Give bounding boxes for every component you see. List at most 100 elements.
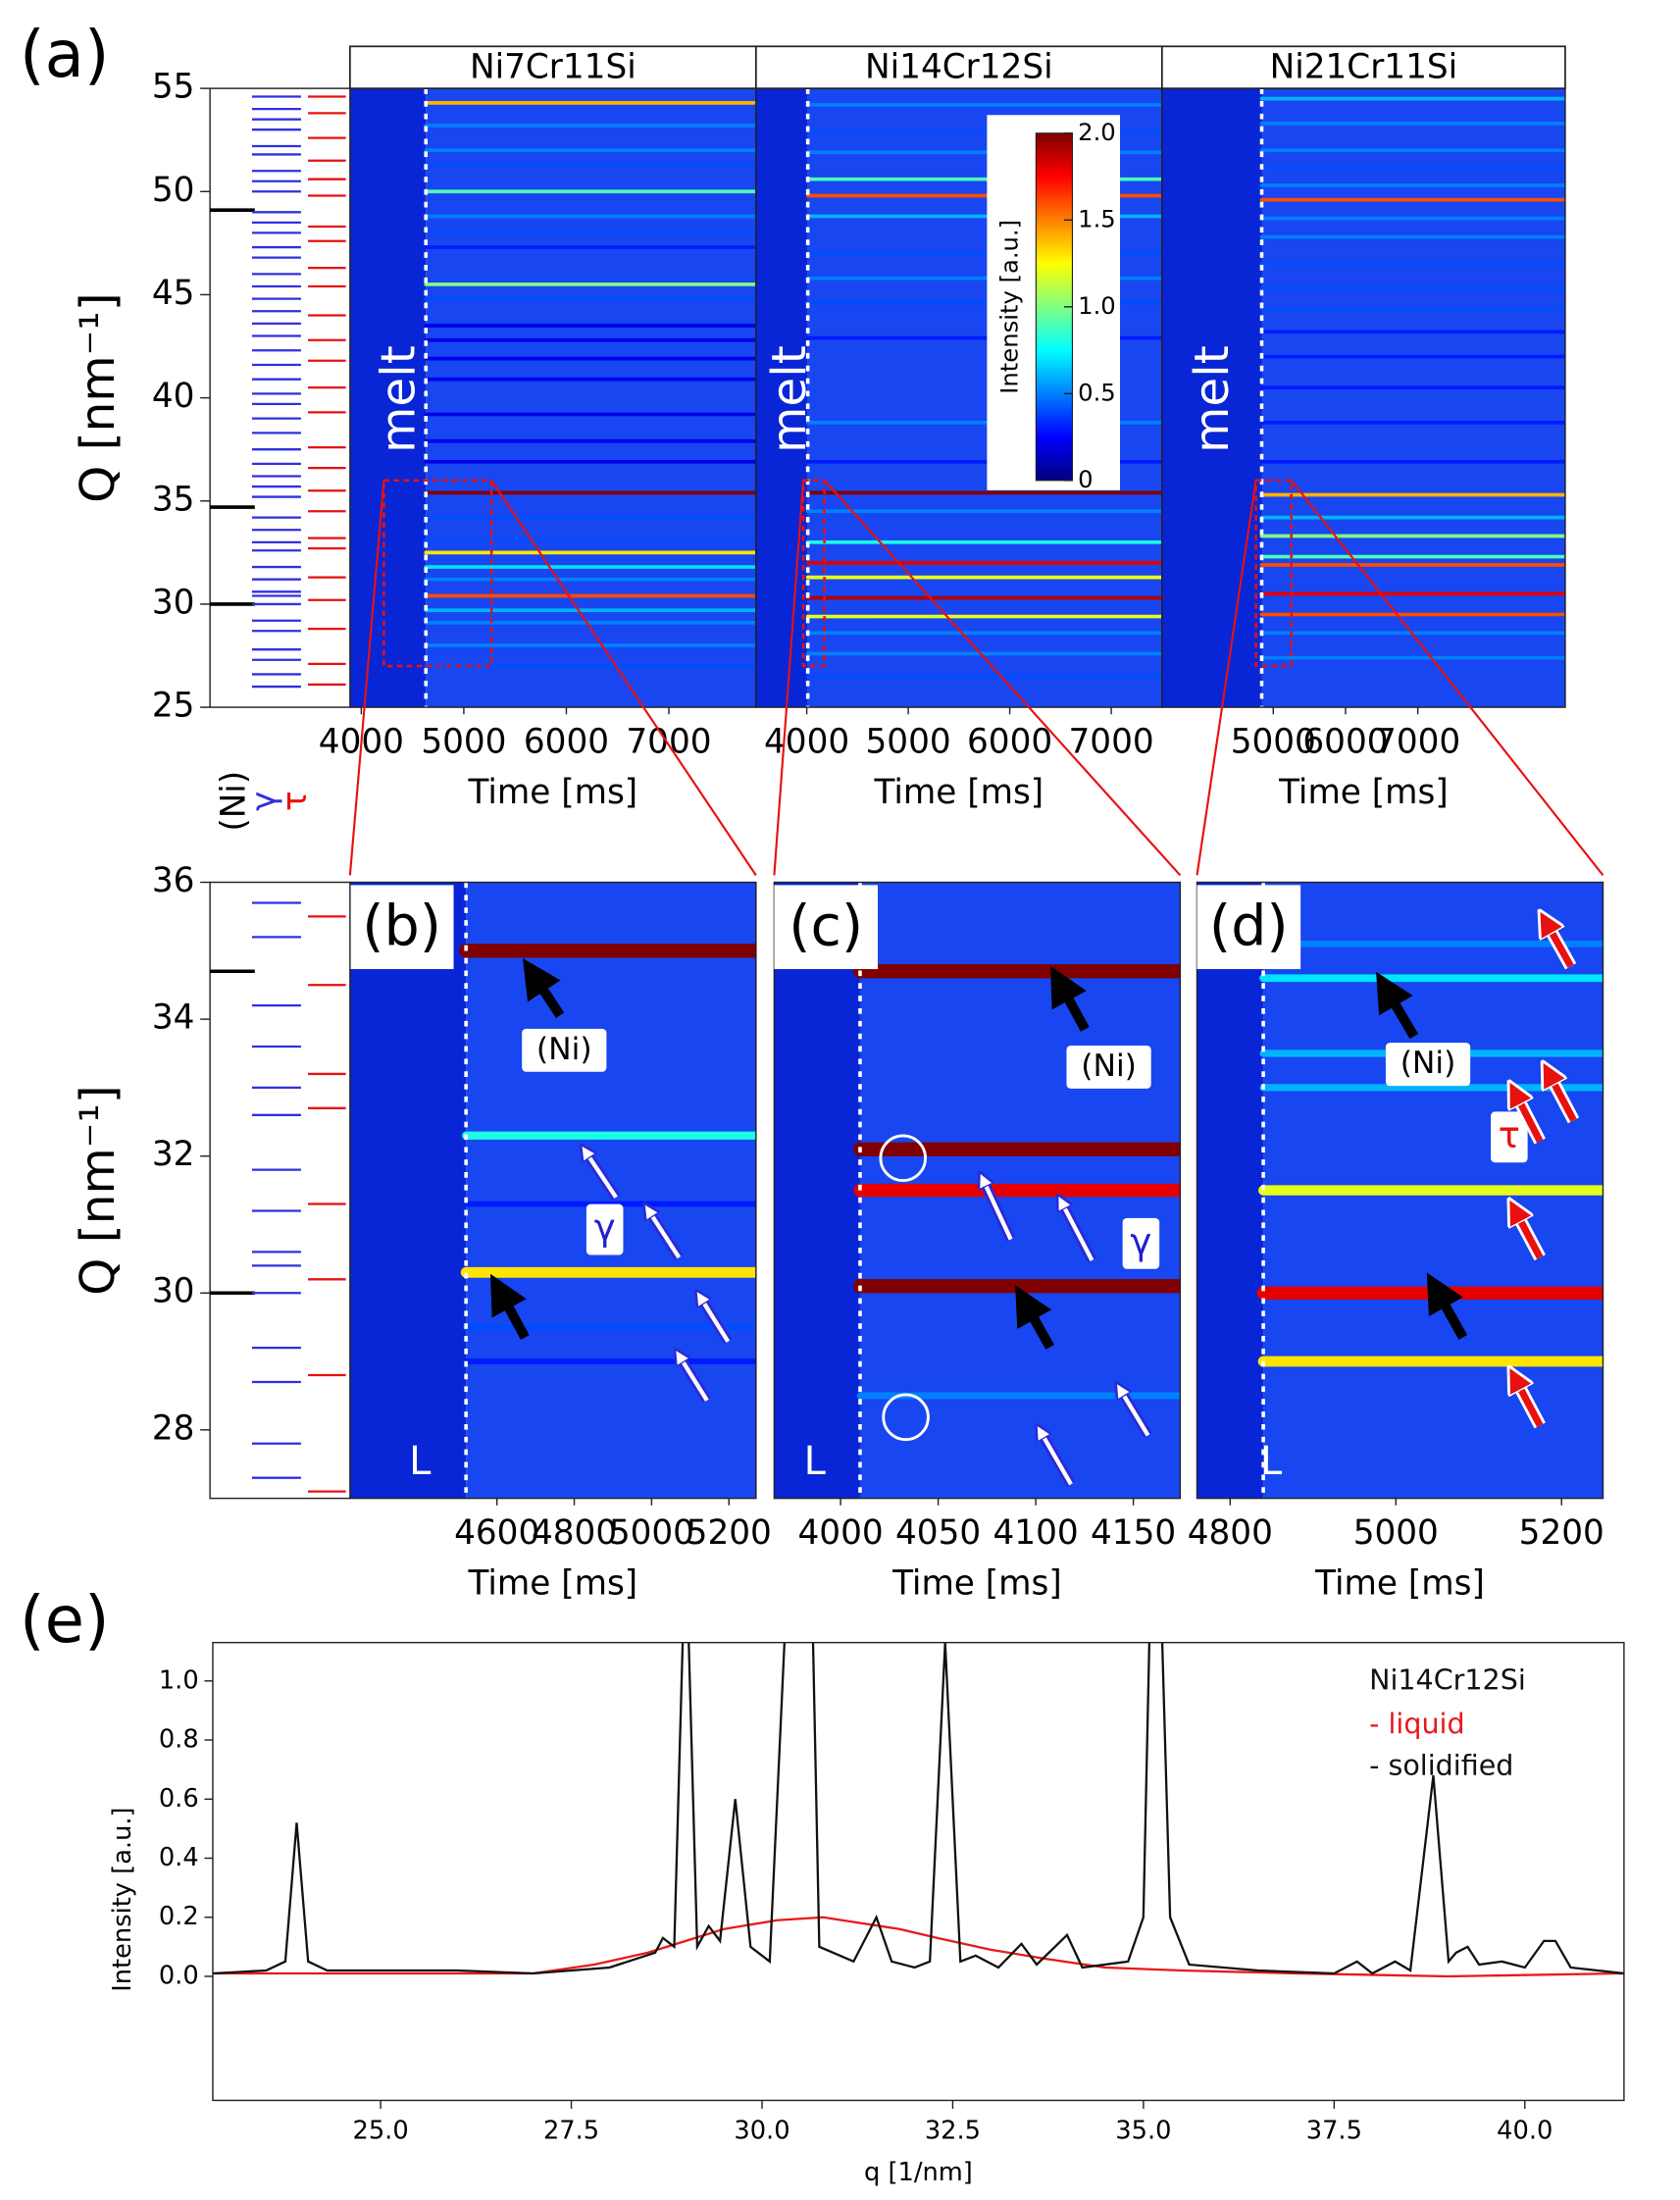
y-tick-label: 0.6 bbox=[159, 1784, 199, 1814]
zoom-line bbox=[823, 480, 1182, 877]
colorbar-tick-label: 0.5 bbox=[1078, 378, 1116, 406]
y-tick-label: 25 bbox=[152, 687, 195, 726]
annotation-box bbox=[1385, 1043, 1471, 1087]
nucleation-circle bbox=[879, 1134, 928, 1183]
annotation: L bbox=[1260, 1439, 1283, 1484]
x-tick-label: 5000 bbox=[866, 723, 951, 762]
panel-label: (c) bbox=[789, 895, 863, 959]
tau-arrows bbox=[1515, 921, 1580, 1429]
panel-label-box bbox=[1196, 885, 1301, 970]
heatmap bbox=[349, 88, 756, 708]
annotation-box bbox=[1066, 1045, 1151, 1089]
annotation: (Ni) bbox=[536, 1032, 592, 1067]
plot-frame bbox=[212, 1641, 1625, 2102]
annotation: L bbox=[804, 1439, 827, 1484]
colorbar-tick-label: 1.0 bbox=[1078, 291, 1116, 320]
y-tick-label: 40 bbox=[152, 377, 195, 416]
plot bbox=[212, 1642, 1624, 1978]
heatmap bbox=[774, 882, 1181, 1499]
annotation: γ bbox=[1130, 1220, 1151, 1262]
x-tick-label: 40.0 bbox=[1497, 2116, 1553, 2145]
x-tick-label: 7000 bbox=[626, 723, 711, 762]
colorbar-tick-label: 2.0 bbox=[1078, 118, 1116, 146]
y-tick-label: 0.2 bbox=[159, 1902, 199, 1931]
y-tick-label: 28 bbox=[152, 1408, 195, 1448]
panel-label: (b) bbox=[362, 895, 441, 959]
annotation: γ bbox=[594, 1206, 616, 1249]
y-tick-label: 0.4 bbox=[159, 1843, 199, 1872]
solid-region bbox=[1261, 88, 1565, 708]
heatmap bbox=[1196, 882, 1604, 1499]
x-axis-label: Time [ms] bbox=[1278, 773, 1449, 812]
annotation: L bbox=[409, 1439, 432, 1484]
melt-region bbox=[349, 882, 467, 1499]
zoom-box bbox=[382, 479, 493, 668]
x-axis-label: q [1/nm] bbox=[864, 2158, 973, 2187]
x-tick-label: 5200 bbox=[687, 1513, 772, 1553]
x-tick-label: 32.5 bbox=[925, 2116, 981, 2145]
annotation: (Ni) bbox=[1400, 1046, 1456, 1081]
x-tick-label: 4000 bbox=[764, 723, 849, 762]
panel-title: Ni21Cr11Si bbox=[1270, 48, 1458, 87]
x-tick-label: 5000 bbox=[1353, 1513, 1439, 1553]
annotation-box bbox=[1122, 1217, 1160, 1269]
x-tick-label: 25.0 bbox=[352, 2116, 408, 2145]
y-tick-label: 30 bbox=[152, 1272, 195, 1311]
panel-frame bbox=[1196, 881, 1604, 1500]
annotation-box bbox=[1491, 1111, 1528, 1163]
melt-region bbox=[1161, 88, 1262, 708]
y-tick-label: 45 bbox=[152, 274, 195, 313]
y-tick-label: 35 bbox=[152, 480, 195, 519]
x-tick-label: 5200 bbox=[1519, 1513, 1604, 1553]
panel-label-box bbox=[774, 885, 879, 970]
y-tick-label: 0.0 bbox=[159, 1961, 199, 1990]
colorbar-label: Intensity [a.u.] bbox=[995, 220, 1024, 394]
annotation-box bbox=[585, 1203, 624, 1255]
x-axis-label: Time [ms] bbox=[468, 773, 638, 812]
panel-title: Ni14Cr12Si bbox=[865, 48, 1053, 87]
arrows bbox=[490, 921, 1580, 1487]
panel-header bbox=[1160, 45, 1566, 89]
y-tick-label: 50 bbox=[152, 171, 195, 210]
zoom-box bbox=[1254, 479, 1293, 668]
gamma-arrows bbox=[585, 1151, 1152, 1487]
x-tick-label: 5000 bbox=[609, 1513, 694, 1553]
y-axis-label: Q [nm⁻¹] bbox=[71, 292, 126, 503]
reference-name: τ bbox=[276, 791, 315, 811]
panel-label: (d) bbox=[1209, 895, 1289, 959]
x-tick-label: 4100 bbox=[993, 1513, 1079, 1553]
x-tick-label: 35.0 bbox=[1115, 2116, 1171, 2145]
reference-name: (Ni) bbox=[214, 771, 253, 832]
x-tick-label: 7000 bbox=[1375, 723, 1460, 762]
y-tick-label: 55 bbox=[152, 68, 195, 107]
x-tick-label: 5000 bbox=[1231, 723, 1316, 762]
y-tick-label: 1.0 bbox=[159, 1665, 199, 1695]
melt-region bbox=[1196, 882, 1264, 1499]
reference-frame bbox=[209, 881, 351, 1500]
x-tick-label: 27.5 bbox=[543, 2116, 599, 2145]
annotation: melt bbox=[762, 345, 817, 453]
x-tick-label: 37.5 bbox=[1306, 2116, 1362, 2145]
reference-name: γ bbox=[245, 792, 284, 811]
x-tick-label: 4600 bbox=[454, 1513, 539, 1553]
annotation: melt bbox=[1185, 345, 1240, 453]
legend-title: Ni14Cr12Si bbox=[1369, 1663, 1526, 1697]
solid-region bbox=[426, 88, 756, 708]
y-tick-label: 0.8 bbox=[159, 1725, 199, 1755]
x-tick-label: 4000 bbox=[797, 1513, 883, 1553]
x-tick-label: 4800 bbox=[532, 1513, 617, 1553]
melt-region bbox=[774, 882, 860, 1499]
zoom-line bbox=[1196, 480, 1257, 876]
black-arrows bbox=[490, 958, 1468, 1350]
heatmap bbox=[349, 882, 756, 1499]
x-tick-label: 7000 bbox=[1068, 723, 1153, 762]
zoom-line bbox=[348, 480, 385, 876]
melt-region bbox=[349, 88, 427, 708]
annotation-box bbox=[522, 1028, 607, 1072]
x-tick-label: 4150 bbox=[1091, 1513, 1176, 1553]
panel-title: Ni7Cr11Si bbox=[470, 48, 636, 87]
x-axis-label: Time [ms] bbox=[874, 773, 1044, 812]
legend-entry: - liquid bbox=[1369, 1707, 1465, 1740]
